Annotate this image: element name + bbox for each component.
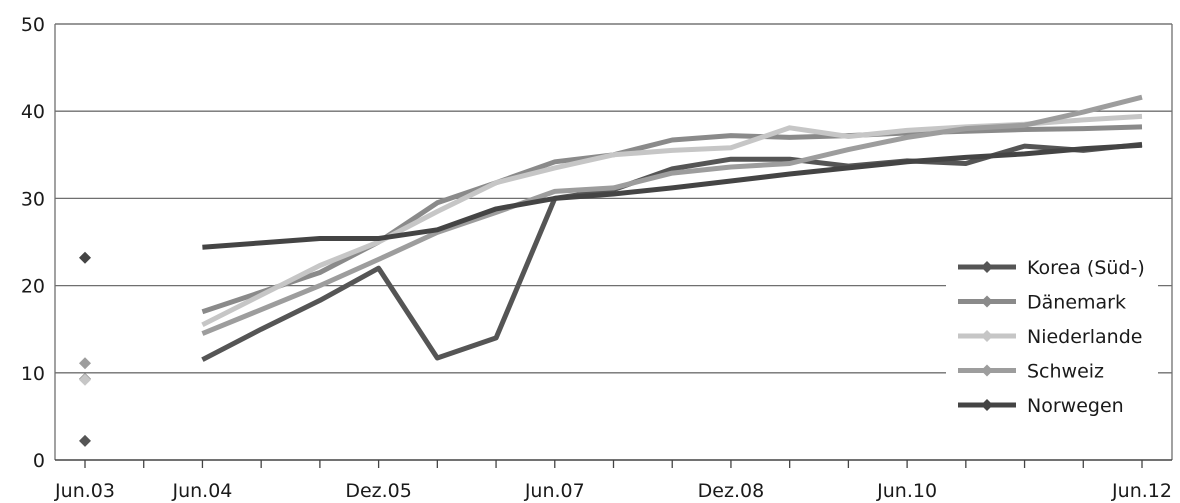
legend-label: Niederlande — [1027, 326, 1142, 348]
data-point — [79, 373, 91, 386]
x-tick-label: Dez.08 — [698, 480, 765, 502]
x-tick-label: Dez.05 — [345, 480, 412, 502]
y-tick-label: 20 — [21, 276, 45, 298]
axes — [54, 23, 1173, 468]
legend-item: Korea (Süd-) — [958, 257, 1145, 279]
legend-label: Korea (Süd-) — [1027, 257, 1145, 279]
legend-label: Norwegen — [1027, 395, 1124, 417]
y-tick-label: 30 — [21, 188, 45, 210]
series-4 — [79, 142, 1143, 264]
legend-swatch-marker — [981, 364, 993, 377]
data-point — [79, 251, 91, 264]
tick-labels: 0 10 20 30 40 50 Jun.03 Jun.04 Dez.05 Jun.07 Dez.0… — [21, 14, 1172, 502]
legend-label: Schweiz — [1027, 361, 1104, 383]
series-line — [202, 142, 1143, 250]
legend-swatch-marker — [981, 399, 993, 411]
data-point — [79, 357, 91, 370]
y-tick-label: 10 — [21, 363, 45, 385]
x-tick-label: Jun.10 — [876, 480, 937, 502]
legend-swatch-marker — [981, 330, 993, 342]
x-tick-label: Jun.12 — [1111, 480, 1172, 502]
legend-swatch-marker — [981, 295, 993, 308]
legend-item: Niederlande — [958, 326, 1142, 348]
legend-item: Schweiz — [958, 361, 1104, 383]
series-line — [201, 94, 1143, 336]
legend: Korea (Süd-) Dänemark Niederlande Schweiz No… — [946, 247, 1158, 428]
legend-item: Dänemark — [958, 292, 1126, 314]
data-point — [79, 434, 91, 447]
legend-swatch-marker — [981, 261, 993, 273]
x-tick-label: Jun.04 — [171, 480, 232, 502]
legend-item: Norwegen — [958, 395, 1124, 417]
x-tick-label: Jun.03 — [54, 480, 115, 502]
x-tick-label: Jun.07 — [524, 480, 585, 502]
series-layer — [79, 94, 1143, 447]
y-tick-label: 0 — [33, 450, 45, 472]
y-tick-label: 40 — [21, 101, 45, 123]
series-3 — [79, 94, 1143, 370]
series-line — [201, 124, 1143, 315]
legend-label: Dänemark — [1027, 292, 1126, 314]
y-tick-label: 50 — [21, 14, 45, 36]
